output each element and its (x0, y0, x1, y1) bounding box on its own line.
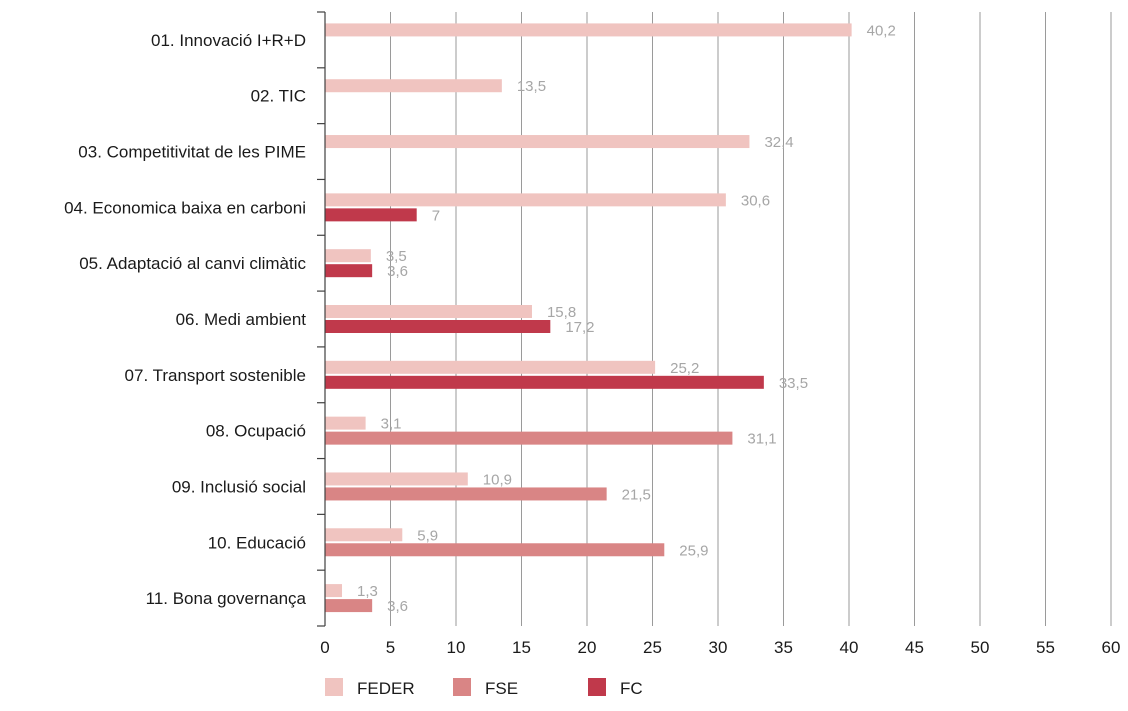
x-tick-label: 25 (643, 638, 662, 657)
legend-swatch-feder (325, 678, 343, 696)
x-tick-label: 55 (1036, 638, 1055, 657)
data-label: 7 (432, 207, 440, 224)
category-label: 09. Inclusió social (172, 477, 306, 496)
data-label: 17,2 (565, 319, 594, 336)
bar-fc (325, 375, 764, 389)
data-label: 32,4 (764, 134, 793, 151)
bar-fse (325, 487, 607, 501)
x-tick-label: 40 (840, 638, 859, 657)
legend: FEDER FSE FC (325, 678, 643, 698)
legend-swatch-fc (588, 678, 606, 696)
bar-feder (325, 416, 366, 430)
x-tick-label: 50 (971, 638, 990, 657)
bars (325, 23, 852, 613)
bar-fc (325, 320, 551, 333)
bar-fc (325, 264, 373, 278)
x-tick-label: 0 (320, 638, 329, 657)
bar-feder (325, 584, 343, 598)
legend-label: FC (620, 679, 643, 698)
x-tick-label: 30 (709, 638, 728, 657)
bar-fse (325, 431, 733, 445)
bar-feder (325, 472, 468, 486)
bar-feder (325, 360, 656, 374)
category-label: 03. Competitivitat de les PIME (78, 143, 306, 162)
bar-fse (325, 543, 665, 557)
data-label: 25,9 (679, 542, 708, 559)
data-label: 31,1 (747, 431, 776, 448)
category-label: 11. Bona governança (146, 589, 307, 608)
bar-feder (325, 249, 371, 263)
x-tick-label: 45 (905, 638, 924, 657)
bar-feder (325, 305, 532, 318)
data-label: 21,5 (622, 486, 651, 503)
data-label: 33,5 (779, 375, 808, 392)
x-tick-label: 5 (386, 638, 395, 657)
axes (317, 11, 326, 627)
data-label: 13,5 (517, 78, 546, 95)
data-label: 3,6 (387, 263, 408, 280)
data-label: 3,1 (381, 416, 402, 433)
x-tick-label: 15 (512, 638, 531, 657)
category-label: 06. Medi ambient (176, 310, 307, 329)
grid-lines (390, 12, 1112, 626)
data-label: 1,3 (357, 583, 378, 600)
x-tick-label: 60 (1102, 638, 1121, 657)
category-label: 05. Adaptació al canvi climàtic (79, 254, 306, 273)
data-label: 15,8 (547, 304, 576, 321)
x-tick-label: 20 (578, 638, 597, 657)
bar-feder (325, 23, 852, 37)
data-label: 25,2 (670, 360, 699, 377)
data-label: 10,9 (483, 471, 512, 488)
legend-label: FSE (485, 679, 518, 698)
data-label: 3,6 (387, 598, 408, 615)
labels: 0 5 10 15 20 25 30 35 40 45 50 55 60 01. Innovació I+… (64, 22, 1120, 657)
category-label: 10. Educació (208, 533, 306, 552)
data-label: 5,9 (417, 527, 438, 544)
category-label: 07. Transport sostenible (125, 366, 306, 385)
x-tick-label: 35 (774, 638, 793, 657)
data-label: 30,6 (741, 192, 770, 209)
category-label: 08. Ocupació (206, 422, 306, 441)
legend-swatch-fse (453, 678, 471, 696)
bar-feder (325, 193, 726, 207)
bar-fc (325, 208, 417, 222)
bar-feder (325, 135, 750, 149)
category-label: 01. Innovació I+R+D (151, 31, 306, 50)
data-label: 3,5 (386, 248, 407, 265)
legend-label: FEDER (357, 679, 415, 698)
data-label: 40,2 (867, 22, 896, 39)
category-label: 04. Economica baixa en carboni (64, 198, 306, 217)
bar-fse (325, 599, 373, 613)
bar-feder (325, 79, 502, 93)
category-label: 02. TIC (251, 87, 306, 106)
x-tick-label: 10 (447, 638, 466, 657)
bar-feder (325, 528, 403, 542)
